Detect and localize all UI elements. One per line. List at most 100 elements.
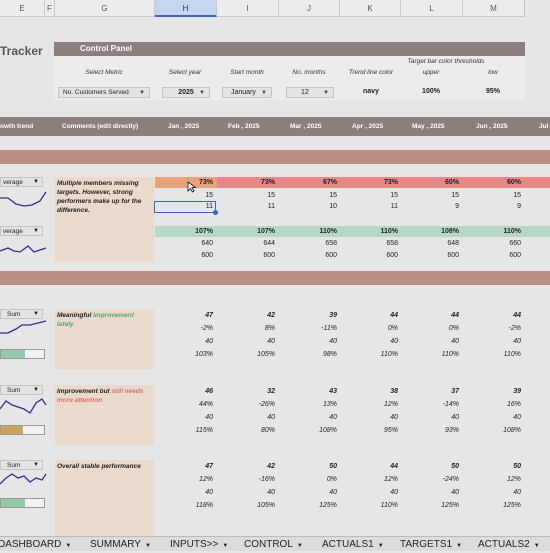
target-cell[interactable]: 600 (447, 252, 459, 259)
actual-cell[interactable]: 47 (205, 463, 213, 470)
target-cell[interactable]: 40 (205, 414, 213, 421)
actual-cell[interactable]: 44 (390, 463, 398, 470)
actual-cell[interactable]: 32 (267, 388, 275, 395)
pct-cell[interactable]: 118% (195, 502, 213, 509)
growth-cell[interactable]: -26% (258, 401, 275, 408)
aggregate-select[interactable]: Sum ▼ (0, 309, 43, 319)
target-cell[interactable]: 40 (205, 489, 213, 496)
pct-cell[interactable]: 105% (257, 351, 275, 358)
target-cell[interactable]: 40 (451, 489, 459, 496)
growth-cell[interactable]: 13% (322, 401, 337, 408)
actual-cell[interactable]: 44 (390, 312, 398, 319)
chevron-down-icon[interactable]: ▼ (296, 543, 303, 549)
pct-cell[interactable]: 67% (322, 179, 337, 186)
aggregate-select[interactable]: verage ▼ (0, 226, 43, 236)
chevron-down-icon[interactable]: ▼ (144, 543, 151, 549)
column-header-h[interactable]: H (155, 0, 217, 17)
pct-cell[interactable]: 108% (441, 228, 459, 235)
start-month-dropdown[interactable]: January ▼ (222, 87, 272, 98)
chevron-down-icon[interactable]: ▼ (456, 543, 462, 549)
column-header-f[interactable]: F (45, 0, 55, 17)
sheet-tab[interactable]: SUMMARY ▼ (90, 538, 151, 553)
chevron-down-icon[interactable]: ▼ (377, 543, 384, 549)
actual-cell[interactable]: 39 (513, 388, 521, 395)
pct-cell[interactable]: 95% (383, 427, 398, 434)
actual-cell[interactable]: 42 (267, 312, 275, 319)
target-cell[interactable]: 600 (263, 252, 275, 259)
actual-cell[interactable]: 658 (325, 240, 337, 247)
low-threshold-value[interactable]: 95% (485, 88, 500, 95)
target-cell[interactable]: 600 (325, 252, 337, 259)
fill-handle[interactable] (213, 210, 218, 215)
upper-threshold-value[interactable]: 100% (422, 88, 440, 95)
target-cell[interactable]: 40 (267, 414, 275, 421)
target-cell[interactable]: 40 (329, 489, 337, 496)
pct-cell[interactable]: 60% (506, 179, 521, 186)
aggregate-select[interactable]: verage ▼ (0, 177, 43, 187)
target-cell[interactable]: 40 (329, 338, 337, 345)
trend-color-value[interactable]: navy (363, 88, 379, 95)
target-cell[interactable]: 40 (513, 489, 521, 496)
pct-cell[interactable]: 125% (503, 502, 521, 509)
column-header-g[interactable]: G (55, 0, 155, 17)
target-cell[interactable]: 40 (513, 414, 521, 421)
metric-dropdown[interactable]: No. Customers Served ▼ (58, 87, 150, 98)
actual-cell[interactable]: 660 (509, 240, 521, 247)
target-cell[interactable]: 40 (390, 414, 398, 421)
pct-cell[interactable]: 73% (260, 179, 275, 186)
sheet-tab[interactable]: CONTROL ▼ (244, 538, 303, 553)
target-cell[interactable]: 40 (451, 414, 459, 421)
actual-cell[interactable]: 50 (513, 463, 521, 470)
pct-cell[interactable]: 125% (319, 502, 337, 509)
actual-cell[interactable]: 44 (513, 312, 521, 319)
comment-cell[interactable]: Improvement but still needs more attenti… (55, 385, 154, 445)
actual-cell[interactable]: 640 (201, 240, 213, 247)
chevron-down-icon[interactable]: ▼ (222, 543, 229, 549)
actual-cell[interactable]: 50 (329, 463, 337, 470)
target-cell[interactable]: 600 (201, 252, 213, 259)
target-cell[interactable]: 15 (267, 192, 275, 199)
actual-cell[interactable]: 648 (447, 240, 459, 247)
pct-cell[interactable]: 115% (195, 427, 213, 434)
actual-cell[interactable]: 39 (329, 312, 337, 319)
growth-cell[interactable]: -2% (508, 325, 521, 332)
pct-cell[interactable]: 73% (383, 179, 398, 186)
pct-cell[interactable]: 73% (198, 179, 213, 186)
column-header-l[interactable]: L (401, 0, 463, 17)
pct-cell[interactable]: 93% (444, 427, 459, 434)
comment-cell[interactable]: Multiple members missing targets. Howeve… (55, 177, 154, 262)
actual-cell[interactable]: 11 (390, 203, 398, 210)
target-cell[interactable]: 40 (267, 489, 275, 496)
target-cell[interactable]: 600 (386, 252, 398, 259)
actual-cell[interactable]: 9 (455, 203, 459, 210)
growth-cell[interactable]: 0% (387, 325, 398, 332)
pct-cell[interactable]: 110% (503, 351, 521, 358)
pct-cell[interactable]: 110% (380, 502, 398, 509)
pct-cell[interactable]: 60% (444, 179, 459, 186)
growth-cell[interactable]: -2% (200, 325, 213, 332)
target-cell[interactable]: 40 (267, 338, 275, 345)
sheet-tab[interactable]: ACTUALS2 ▼ (478, 538, 540, 553)
growth-cell[interactable]: 8% (264, 325, 275, 332)
growth-cell[interactable]: 12% (198, 476, 213, 483)
selected-cell[interactable] (154, 201, 218, 215)
target-cell[interactable]: 40 (205, 338, 213, 345)
growth-cell[interactable]: 12% (506, 476, 521, 483)
growth-cell[interactable]: -16% (258, 476, 275, 483)
comment-cell[interactable]: Overall stable performance (55, 460, 154, 536)
pct-cell[interactable]: 107% (195, 228, 213, 235)
actual-cell[interactable]: 46 (205, 388, 213, 395)
target-cell[interactable]: 40 (390, 489, 398, 496)
target-cell[interactable]: 600 (509, 252, 521, 259)
pct-cell[interactable]: 108% (319, 427, 337, 434)
pct-cell[interactable]: 110% (319, 228, 337, 235)
growth-cell[interactable]: 0% (448, 325, 459, 332)
target-cell[interactable]: 15 (329, 192, 337, 199)
comment-cell[interactable]: Meaningful improvement lately (55, 309, 154, 369)
column-header-j[interactable]: J (279, 0, 340, 17)
growth-cell[interactable]: 12% (383, 401, 398, 408)
months-dropdown[interactable]: 12 ▼ (286, 87, 334, 98)
column-header-m[interactable]: M (463, 0, 525, 17)
actual-cell[interactable]: 9 (517, 203, 521, 210)
sheet-tab[interactable]: DASHBOARD ▼ (0, 538, 71, 553)
